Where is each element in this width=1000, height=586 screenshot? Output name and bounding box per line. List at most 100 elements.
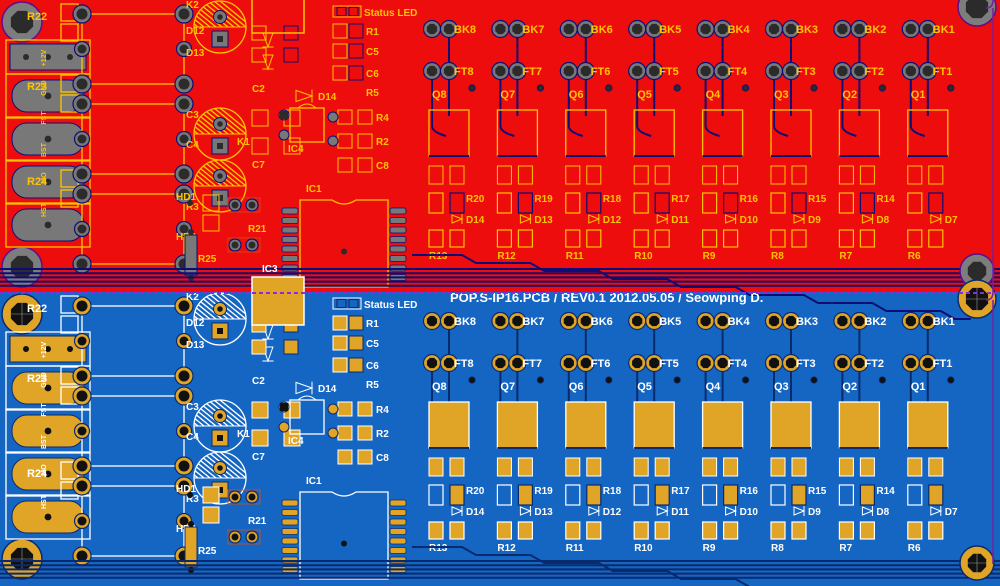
svg-text:R18: R18 — [603, 194, 622, 205]
svg-text:IC1: IC1 — [306, 476, 322, 487]
svg-text:Q2: Q2 — [842, 89, 857, 101]
svg-text:R9: R9 — [703, 543, 716, 554]
svg-text:D9: D9 — [808, 215, 821, 226]
svg-text:D10: D10 — [740, 507, 759, 518]
svg-text:R10: R10 — [634, 543, 653, 554]
svg-text:BK3: BK3 — [796, 316, 818, 328]
svg-text:R25: R25 — [198, 254, 217, 265]
svg-text:BK8: BK8 — [454, 24, 476, 36]
svg-text:R15: R15 — [808, 486, 827, 497]
svg-text:D13: D13 — [534, 215, 553, 226]
svg-text:R5: R5 — [366, 380, 379, 391]
svg-text:R24: R24 — [27, 468, 48, 480]
svg-text:R22: R22 — [27, 11, 47, 23]
svg-text:R11: R11 — [566, 251, 584, 262]
svg-text:FST: FST — [41, 111, 48, 125]
svg-text:R8: R8 — [771, 543, 784, 554]
svg-text:R12: R12 — [497, 251, 516, 262]
svg-text:R8: R8 — [771, 251, 784, 262]
svg-text:R14: R14 — [876, 486, 895, 497]
svg-text:K2: K2 — [186, 0, 199, 11]
svg-text:R6: R6 — [908, 543, 921, 554]
svg-text:D7: D7 — [945, 507, 958, 518]
svg-text:C7: C7 — [252, 160, 265, 171]
svg-text:D12: D12 — [186, 318, 205, 329]
svg-text:FT3: FT3 — [796, 358, 816, 370]
svg-text:IC4: IC4 — [288, 436, 304, 447]
svg-text:D12: D12 — [186, 26, 205, 37]
svg-text:R2: R2 — [376, 137, 389, 148]
svg-text:D12: D12 — [603, 507, 622, 518]
svg-text:FT7: FT7 — [522, 66, 542, 78]
svg-text:BST: BST — [41, 142, 48, 157]
svg-text:D8: D8 — [876, 215, 889, 226]
svg-text:R10: R10 — [634, 251, 653, 262]
svg-text:FT2: FT2 — [864, 358, 884, 370]
svg-text:HST: HST — [41, 202, 48, 217]
svg-text:D8: D8 — [876, 507, 889, 518]
svg-text:Q7: Q7 — [500, 381, 515, 393]
svg-text:FT4: FT4 — [728, 66, 748, 78]
svg-text:K1: K1 — [237, 429, 250, 440]
svg-text:D14: D14 — [318, 92, 337, 103]
svg-text:R16: R16 — [740, 194, 759, 205]
svg-text:+12V: +12V — [41, 49, 48, 66]
svg-text:FT8: FT8 — [454, 66, 474, 78]
svg-text:BK2: BK2 — [864, 316, 886, 328]
svg-text:R13: R13 — [429, 543, 448, 554]
svg-text:Q5: Q5 — [637, 381, 652, 393]
svg-text:R2: R2 — [376, 429, 389, 440]
svg-text:R7: R7 — [839, 543, 852, 554]
svg-text:R4: R4 — [376, 405, 389, 416]
svg-text:R1: R1 — [366, 27, 379, 38]
svg-text:IC3: IC3 — [262, 264, 278, 275]
svg-text:FT1: FT1 — [933, 66, 953, 78]
svg-text:BK2: BK2 — [864, 24, 886, 36]
svg-text:R20: R20 — [466, 486, 485, 497]
svg-text:R9: R9 — [703, 251, 716, 262]
svg-text:Q6: Q6 — [569, 381, 584, 393]
svg-text:D10: D10 — [740, 215, 759, 226]
svg-text:BK8: BK8 — [454, 316, 476, 328]
svg-text:R14: R14 — [876, 194, 895, 205]
svg-text:D11: D11 — [671, 507, 689, 518]
svg-text:C5: C5 — [366, 339, 379, 350]
svg-text:R23: R23 — [27, 81, 47, 93]
svg-text:R18: R18 — [603, 486, 622, 497]
svg-text:BK5: BK5 — [659, 24, 681, 36]
svg-text:C6: C6 — [366, 361, 379, 372]
svg-text:BK4: BK4 — [728, 24, 751, 36]
svg-text:C2: C2 — [252, 84, 265, 95]
svg-text:FT5: FT5 — [659, 358, 679, 370]
svg-text:R24: R24 — [27, 176, 48, 188]
svg-text:Q1: Q1 — [911, 89, 926, 101]
svg-text:BK3: BK3 — [796, 24, 818, 36]
svg-text:Q4: Q4 — [706, 89, 722, 101]
svg-text:R25: R25 — [198, 546, 217, 557]
svg-text:C3: C3 — [186, 110, 199, 121]
svg-text:FST: FST — [41, 403, 48, 417]
svg-text:R7: R7 — [839, 251, 852, 262]
svg-text:FT4: FT4 — [728, 358, 748, 370]
svg-text:D9: D9 — [808, 507, 821, 518]
svg-text:BK7: BK7 — [522, 24, 544, 36]
svg-text:FT2: FT2 — [864, 66, 884, 78]
svg-text:C4: C4 — [186, 140, 199, 151]
svg-text:C4: C4 — [186, 432, 199, 443]
svg-text:C7: C7 — [252, 452, 265, 463]
svg-text:R11: R11 — [566, 543, 584, 554]
svg-text:C3: C3 — [186, 402, 199, 413]
svg-text:Q5: Q5 — [637, 89, 652, 101]
svg-text:FT3: FT3 — [796, 66, 816, 78]
svg-text:IC4: IC4 — [288, 144, 304, 155]
svg-text:R19: R19 — [534, 486, 553, 497]
svg-text:D11: D11 — [671, 215, 689, 226]
svg-text:R13: R13 — [429, 251, 448, 262]
svg-text:R17: R17 — [671, 486, 690, 497]
svg-text:K1: K1 — [237, 137, 250, 148]
svg-text:FT1: FT1 — [933, 358, 953, 370]
svg-text:D13: D13 — [534, 507, 553, 518]
svg-text:C6: C6 — [366, 69, 379, 80]
svg-text:R1: R1 — [366, 319, 379, 330]
svg-text:R17: R17 — [671, 194, 690, 205]
